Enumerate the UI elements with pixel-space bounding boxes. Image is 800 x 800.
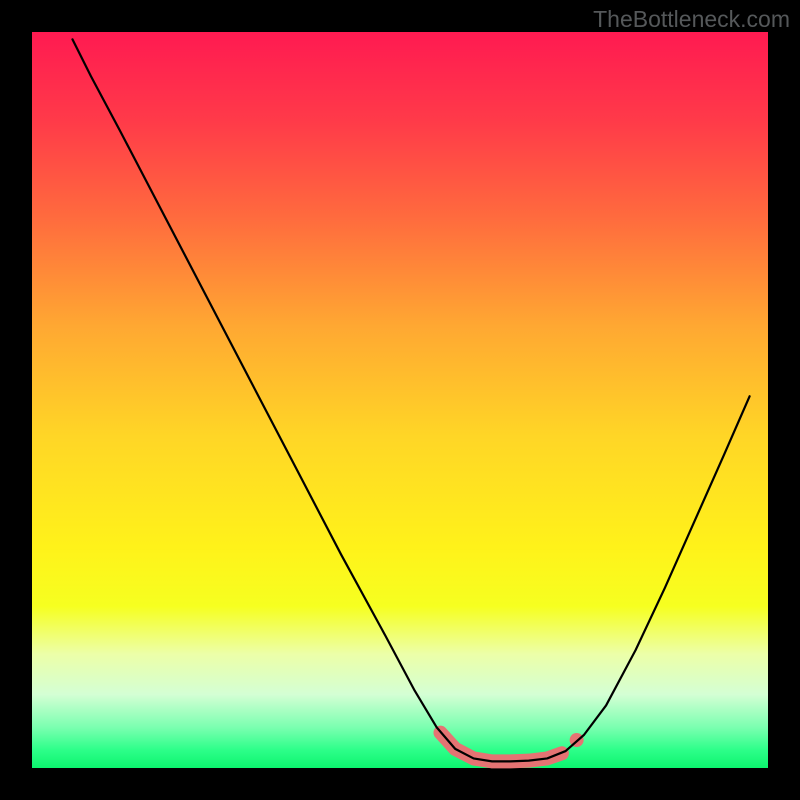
chart-container: TheBottleneck.com [0,0,800,800]
plot-background [32,32,768,768]
watermark-text: TheBottleneck.com [593,6,790,33]
bottleneck-chart [0,0,800,800]
